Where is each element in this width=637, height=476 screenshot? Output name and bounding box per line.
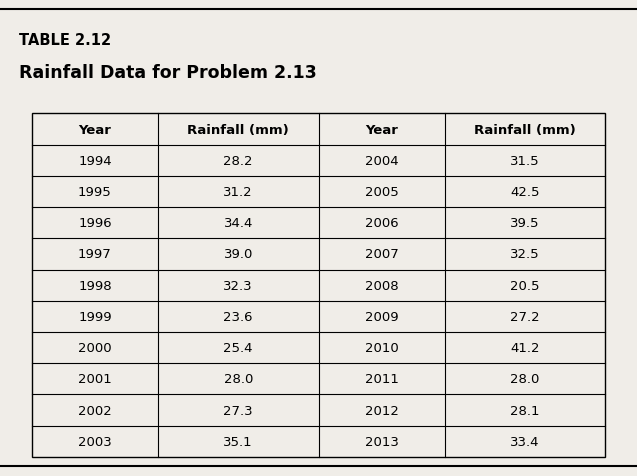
Text: 1994: 1994 [78,155,111,168]
Text: 1996: 1996 [78,217,111,230]
Text: Rainfall Data for Problem 2.13: Rainfall Data for Problem 2.13 [19,64,317,82]
Text: 27.2: 27.2 [510,310,540,323]
Text: 2012: 2012 [364,404,399,416]
Text: 32.3: 32.3 [224,279,253,292]
Text: 2002: 2002 [78,404,111,416]
Text: 1997: 1997 [78,248,111,261]
Text: 28.0: 28.0 [224,373,253,386]
Text: 25.4: 25.4 [224,341,253,355]
Text: 1999: 1999 [78,310,111,323]
Text: Rainfall (mm): Rainfall (mm) [474,123,576,136]
Text: 41.2: 41.2 [510,341,540,355]
Text: 2006: 2006 [365,217,398,230]
Text: 34.4: 34.4 [224,217,253,230]
Text: 28.1: 28.1 [510,404,540,416]
Text: 2008: 2008 [365,279,398,292]
Text: 35.1: 35.1 [224,435,253,448]
Text: 2009: 2009 [365,310,398,323]
Text: 2013: 2013 [364,435,399,448]
Text: 32.5: 32.5 [510,248,540,261]
Text: 1998: 1998 [78,279,111,292]
Text: 2003: 2003 [78,435,111,448]
Text: 2011: 2011 [364,373,399,386]
Text: Rainfall (mm): Rainfall (mm) [187,123,289,136]
Text: 27.3: 27.3 [224,404,253,416]
Text: 33.4: 33.4 [510,435,540,448]
Text: 28.2: 28.2 [224,155,253,168]
Text: 2010: 2010 [365,341,398,355]
Text: 28.0: 28.0 [510,373,540,386]
Text: Year: Year [365,123,398,136]
Text: 20.5: 20.5 [510,279,540,292]
Text: 2005: 2005 [365,186,398,198]
Text: 31.5: 31.5 [510,155,540,168]
Text: 23.6: 23.6 [224,310,253,323]
Text: TABLE 2.12: TABLE 2.12 [19,33,111,48]
Text: 2001: 2001 [78,373,111,386]
Text: 39.0: 39.0 [224,248,253,261]
Text: 42.5: 42.5 [510,186,540,198]
Text: 2007: 2007 [365,248,398,261]
Text: 1995: 1995 [78,186,111,198]
Text: 39.5: 39.5 [510,217,540,230]
Bar [32,114,605,457]
Text: 2004: 2004 [365,155,398,168]
Text: 2000: 2000 [78,341,111,355]
Text: Year: Year [78,123,111,136]
Text: 31.2: 31.2 [224,186,253,198]
